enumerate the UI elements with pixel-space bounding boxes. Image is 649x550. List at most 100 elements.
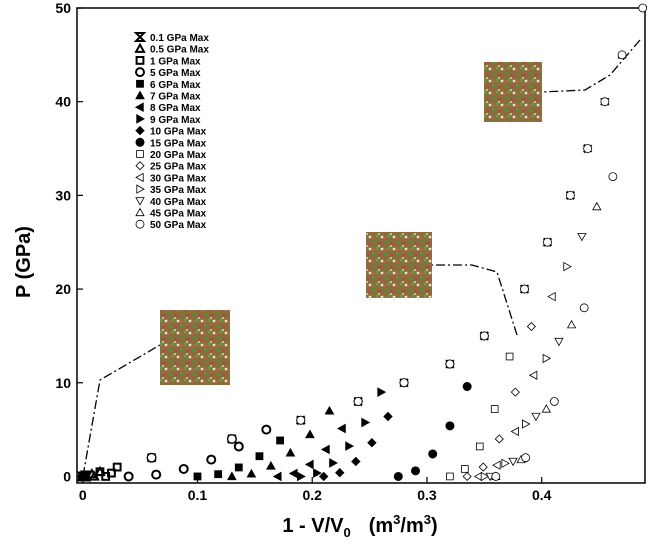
legend-label: 50 GPa Max xyxy=(150,220,207,231)
marker xyxy=(494,434,504,444)
marker xyxy=(592,201,602,211)
marker xyxy=(566,190,575,200)
x-label-part: 3 xyxy=(393,512,400,527)
marker xyxy=(411,466,421,476)
marker xyxy=(227,434,237,444)
x-tick-label: 0.3 xyxy=(417,487,437,503)
marker xyxy=(367,438,377,448)
marker xyxy=(490,405,499,413)
legend-label: 5 GPa Max xyxy=(150,68,201,79)
inset-image xyxy=(484,62,542,122)
marker xyxy=(600,97,610,107)
marker xyxy=(566,319,577,329)
marker xyxy=(501,458,510,469)
leader-line xyxy=(432,264,518,336)
legend-marker xyxy=(135,125,145,136)
legend-label: 35 GPa Max xyxy=(150,185,207,196)
legend-marker xyxy=(135,90,145,100)
marker xyxy=(520,284,529,294)
marker xyxy=(285,447,296,457)
marker xyxy=(151,469,162,480)
inset-image xyxy=(366,232,432,298)
marker xyxy=(246,468,257,478)
y-axis-label: P (GPa) xyxy=(13,226,35,298)
marker xyxy=(320,444,330,455)
legend-marker xyxy=(133,32,147,42)
legend-marker xyxy=(134,42,146,53)
marker xyxy=(377,387,387,397)
marker xyxy=(526,321,536,332)
x-tick-label: 0.2 xyxy=(302,487,322,503)
legend-marker xyxy=(135,56,145,65)
marker xyxy=(78,471,88,481)
inset-image xyxy=(160,310,230,385)
legend-label: 6 GPa Max xyxy=(150,80,201,91)
x-label-part: 3 xyxy=(424,512,431,527)
marker xyxy=(554,337,564,347)
marker xyxy=(329,458,338,468)
marker xyxy=(305,429,315,439)
legend-marker xyxy=(136,184,145,194)
marker xyxy=(383,411,393,422)
y-tick-label: 10 xyxy=(55,375,71,391)
marker xyxy=(393,471,403,481)
marker xyxy=(297,471,306,482)
marker xyxy=(541,404,551,413)
marker xyxy=(445,421,455,431)
marker xyxy=(549,397,559,406)
y-tick-label: 20 xyxy=(55,281,71,297)
marker xyxy=(147,453,156,463)
x-label-part: /m xyxy=(400,515,423,537)
marker xyxy=(479,331,489,341)
marker xyxy=(510,426,519,437)
marker xyxy=(288,468,298,479)
marker xyxy=(583,144,593,153)
marker xyxy=(318,471,329,482)
x-axis-label: 1 - V/V0 (m3/m3) xyxy=(282,512,437,540)
marker xyxy=(461,465,469,473)
marker xyxy=(510,387,520,397)
x-label-part: ) xyxy=(431,515,438,537)
insets xyxy=(82,39,641,477)
marker xyxy=(445,359,455,369)
marker xyxy=(473,471,483,482)
marker xyxy=(480,471,490,482)
marker xyxy=(296,415,306,425)
legend-marker xyxy=(135,172,144,183)
legend-label: 10 GPa Max xyxy=(150,127,207,138)
marker xyxy=(261,424,272,435)
legend-marker xyxy=(136,150,144,158)
marker xyxy=(351,456,361,467)
legend-marker xyxy=(135,67,145,78)
marker xyxy=(608,172,618,182)
legend-marker xyxy=(134,102,144,113)
legend-label: 40 GPa Max xyxy=(150,197,207,208)
x-tick-label: 0.1 xyxy=(188,487,208,503)
marker xyxy=(276,436,285,445)
legend-marker xyxy=(135,219,145,229)
y-tick-label: 40 xyxy=(55,94,71,110)
marker xyxy=(214,470,223,479)
marker xyxy=(522,419,531,429)
marker xyxy=(543,237,552,247)
legend-marker xyxy=(135,137,145,147)
marker xyxy=(492,460,501,470)
marker xyxy=(304,459,314,470)
marker xyxy=(272,471,282,482)
legend-label: 25 GPa Max xyxy=(150,162,207,173)
leader-line xyxy=(541,39,641,93)
legend-label: 8 GPa Max xyxy=(150,103,201,114)
x-label-part: (m xyxy=(369,515,393,537)
marker xyxy=(462,471,472,482)
y-tick-label: 0 xyxy=(63,468,71,484)
legend-label: 15 GPa Max xyxy=(150,138,207,149)
legend-label: 0.1 GPa Max xyxy=(150,33,209,44)
marker xyxy=(234,463,243,472)
marker xyxy=(478,462,488,472)
legend-label: 20 GPa Max xyxy=(150,150,207,161)
marker xyxy=(227,471,237,481)
marker xyxy=(638,3,648,13)
legend-marker xyxy=(136,79,144,88)
marker xyxy=(446,472,454,481)
